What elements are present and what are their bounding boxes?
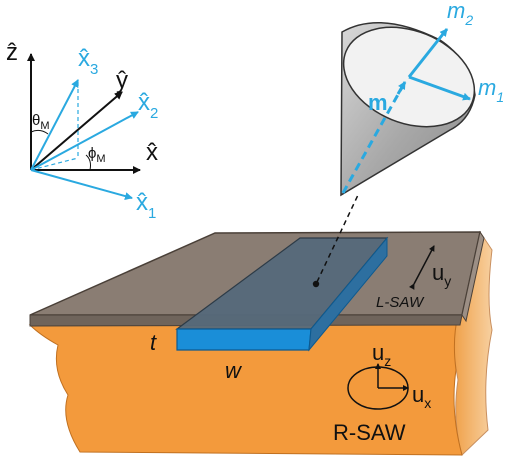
label-width: w xyxy=(225,358,243,383)
label-y: ŷ xyxy=(116,67,128,94)
x2-axis xyxy=(30,111,139,171)
strip-right-face xyxy=(308,236,388,352)
label-rsaw: R-SAW xyxy=(333,420,406,445)
x1-axis xyxy=(30,169,133,200)
label-theta: θM xyxy=(32,112,50,132)
label-x3: x̂3 xyxy=(78,45,98,78)
y-axis xyxy=(30,91,123,171)
magnetic-strip xyxy=(175,236,389,352)
label-x2: x̂2 xyxy=(138,89,158,122)
label-x1: x̂1 xyxy=(136,189,156,222)
label-m2: m2 xyxy=(447,0,473,28)
coordinate-frame xyxy=(27,53,141,200)
m-vector-head xyxy=(396,81,407,95)
label-x: x̂ xyxy=(146,139,158,166)
theta-arc xyxy=(30,129,49,135)
label-m1: m1 xyxy=(478,75,504,105)
phi-arc xyxy=(85,154,91,171)
x3-projection-base xyxy=(30,157,79,171)
m-vector xyxy=(341,81,407,194)
label-ux: ux xyxy=(412,382,431,411)
precession-cone xyxy=(340,21,476,197)
x3-axis xyxy=(30,79,79,171)
rayleigh-motion xyxy=(347,363,409,410)
m1-vector xyxy=(408,75,471,101)
projection-line xyxy=(316,194,359,283)
label-uz: uz xyxy=(372,340,391,369)
label-uy: uy xyxy=(432,260,451,289)
strip-center-dot xyxy=(312,280,320,288)
uy-arrow xyxy=(409,245,435,290)
film-right-edge xyxy=(461,230,485,323)
m2-vector xyxy=(407,28,449,78)
label-z: ẑ xyxy=(6,39,18,66)
label-m: m xyxy=(368,90,388,115)
substrate-front-face xyxy=(28,314,463,456)
strip-front-face xyxy=(176,328,312,351)
label-thickness: t xyxy=(150,330,157,355)
label-phi: ϕM xyxy=(88,145,106,165)
label-lsaw: L-SAW xyxy=(376,294,425,311)
